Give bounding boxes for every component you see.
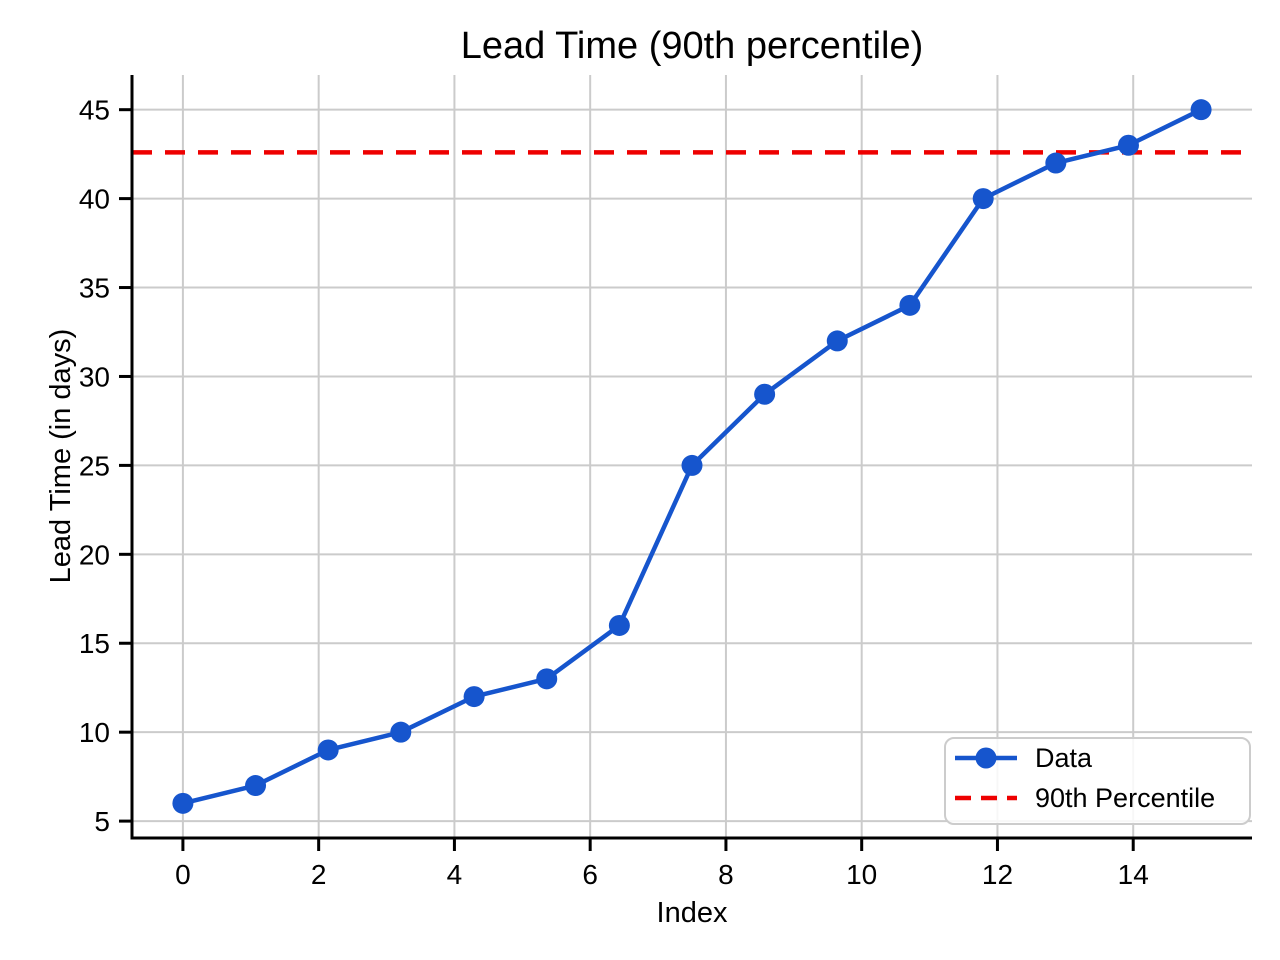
data-point	[172, 792, 194, 814]
legend-data-marker-icon	[975, 747, 997, 769]
data-point	[754, 383, 776, 405]
x-tick-label: 0	[175, 859, 191, 890]
x-tick-label: 14	[1118, 859, 1149, 890]
legend-label-percentile: 90th Percentile	[1035, 783, 1215, 813]
axes-layer: 0 2 4 6 8 10 12 14 5 10 15 20 25 30 35 40 45	[79, 75, 1252, 890]
y-tick-label: 35	[79, 273, 110, 304]
y-tick-label: 15	[79, 628, 110, 659]
legend-box	[944, 737, 1251, 825]
data-point	[390, 721, 412, 743]
y-tick-label: 30	[79, 361, 110, 392]
data-point	[1190, 99, 1212, 121]
data-point	[899, 294, 921, 316]
x-tick-label: 12	[982, 859, 1013, 890]
data-point	[245, 775, 267, 797]
y-axis-label: Lead Time (in days)	[45, 329, 77, 584]
y-tick-label: 20	[79, 539, 110, 570]
x-tick-label: 8	[718, 859, 734, 890]
data-point	[681, 454, 703, 476]
x-axis-label: Index	[657, 897, 728, 929]
y-tick-label: 25	[79, 450, 110, 481]
x-tick-label: 4	[447, 859, 463, 890]
y-tick-label: 5	[94, 806, 110, 837]
y-tick-label: 10	[79, 717, 110, 748]
data-point	[463, 686, 485, 708]
data-point	[972, 188, 994, 210]
legend: Data 90th Percentile	[944, 737, 1251, 825]
data-point	[1117, 134, 1139, 156]
series-layer	[172, 99, 1212, 814]
x-tick-label: 2	[311, 859, 327, 890]
chart-title: Lead Time (90th percentile)	[461, 25, 924, 67]
data-point	[536, 668, 558, 690]
data-point	[317, 739, 339, 761]
x-tick-label: 6	[582, 859, 598, 890]
data-point	[608, 614, 630, 636]
data-point	[1045, 152, 1067, 174]
x-tick-label: 10	[846, 859, 877, 890]
legend-label-data: Data	[1035, 743, 1093, 773]
y-tick-label: 45	[79, 95, 110, 126]
y-tick-label: 40	[79, 184, 110, 215]
data-point	[826, 330, 848, 352]
